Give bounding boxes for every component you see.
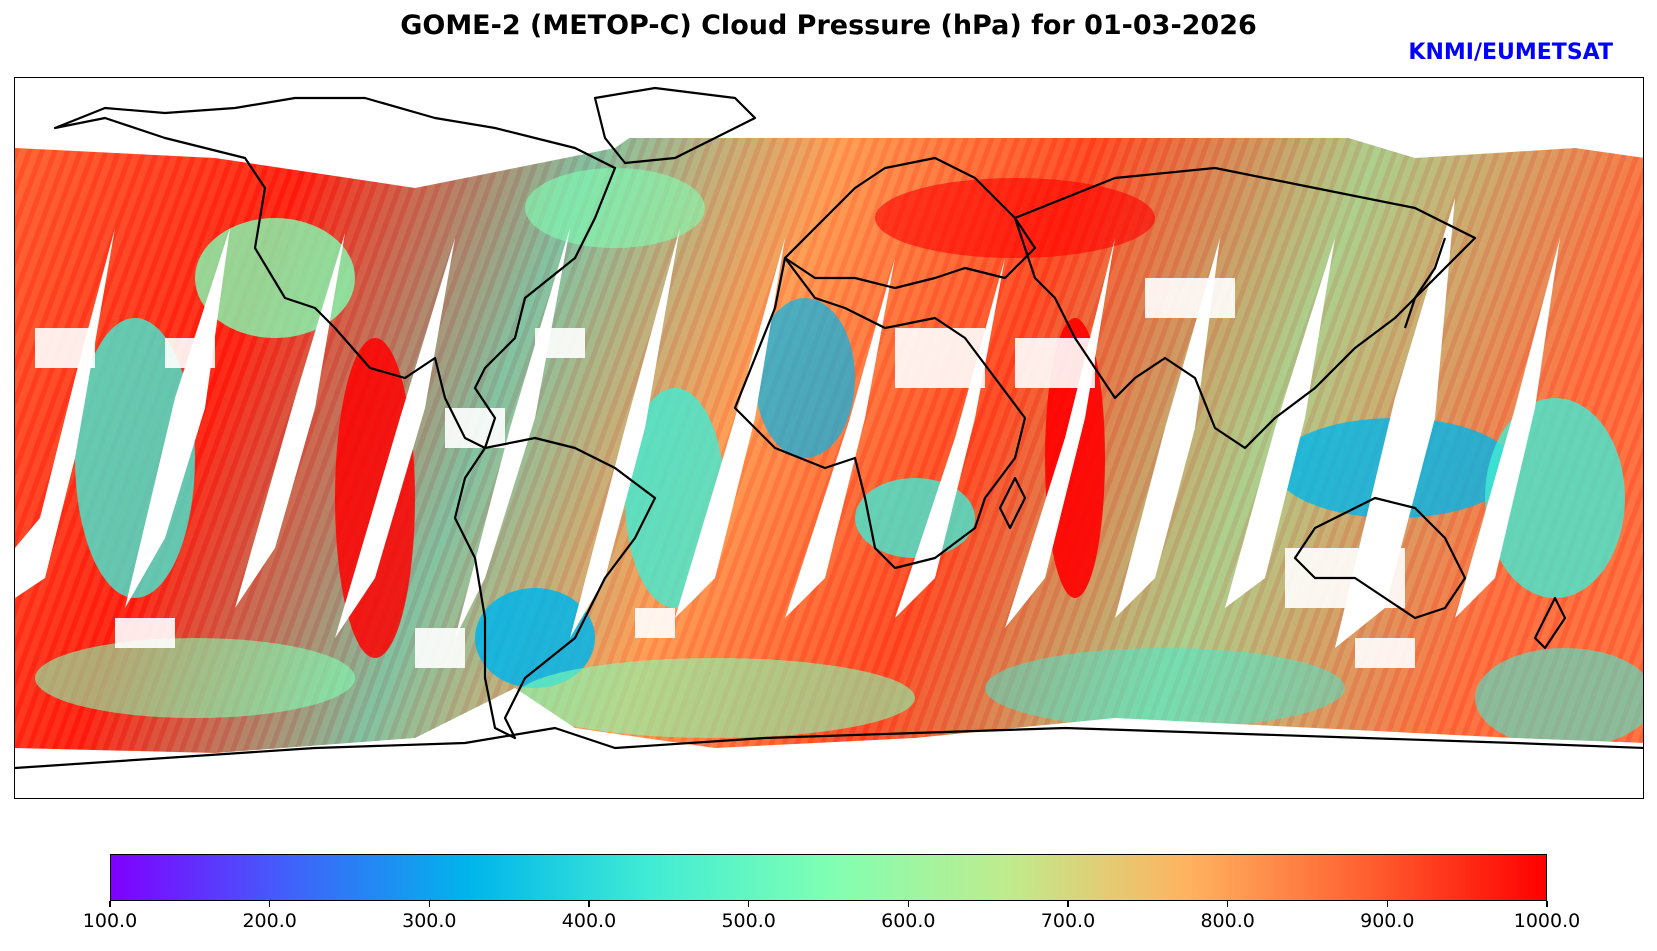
madagascar-coast — [998, 476, 1027, 530]
cloud-pressure-map — [15, 78, 1643, 798]
colorbar-tick-label: 900.0 — [1360, 910, 1415, 932]
colorbar-tick — [1226, 901, 1229, 907]
north-america-coast — [53, 96, 617, 450]
australia-coast — [1293, 496, 1467, 620]
colorbar-tick-label: 800.0 — [1200, 910, 1255, 932]
colorbar-tick-label: 400.0 — [561, 910, 617, 932]
north-polar-gap — [15, 78, 1643, 188]
colorbar-tick-label: 500.0 — [721, 910, 776, 932]
map-panel — [14, 77, 1644, 799]
colorbar-tick-label: 600.0 — [881, 910, 936, 932]
colorbar-tick — [1067, 901, 1069, 907]
colorbar-tick — [907, 901, 910, 907]
south-america-coast — [453, 436, 657, 740]
colorbar-tick-label: 100.0 — [82, 910, 138, 932]
colorbar-tick-label: 300.0 — [402, 910, 457, 932]
africa-coast — [733, 256, 1027, 570]
colorbar-tick — [588, 901, 590, 907]
colorbar-tick-label: 700.0 — [1040, 910, 1096, 932]
colorbar — [110, 854, 1547, 901]
colorbar-tick — [747, 901, 750, 907]
asia-coast — [1013, 166, 1477, 450]
colorbar-tick-label: 200.0 — [242, 910, 297, 932]
colorbar-tick-label: 1000.0 — [1513, 910, 1581, 932]
cloud-patches — [35, 168, 1643, 748]
colorbar-tick — [268, 901, 271, 907]
colorbar-tick — [1386, 901, 1389, 907]
europe-coast — [783, 156, 1037, 290]
south-polar-gap — [15, 688, 1643, 798]
colorbar-tick — [1546, 901, 1548, 907]
map-title: GOME-2 (METOP-C) Cloud Pressure (hPa) fo… — [400, 10, 1257, 41]
colorbar-tick — [428, 901, 431, 907]
japan-coast — [1403, 237, 1447, 329]
credit-label: KNMI/EUMETSAT — [1408, 40, 1613, 65]
colorbar-tick — [109, 901, 111, 907]
new-zealand-coast — [1533, 596, 1567, 650]
coastlines — [15, 86, 1643, 770]
greenland-coast — [593, 86, 757, 165]
antarctica-coast — [15, 726, 1643, 770]
